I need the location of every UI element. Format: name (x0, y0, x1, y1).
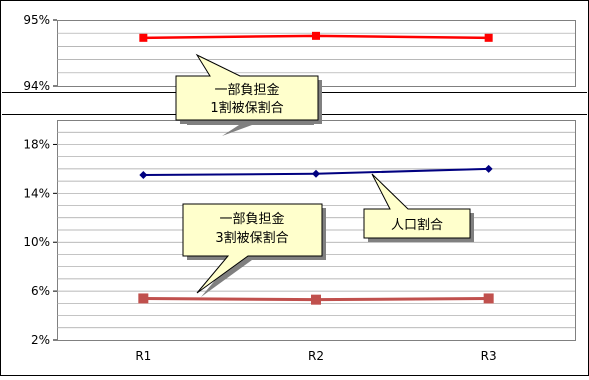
data-point-3wari (483, 293, 494, 304)
callout-3wari-line1: 一部負担金 (219, 211, 284, 227)
callout-3wari: 一部負担金 3割被保割合 (182, 203, 326, 297)
y-tick-label: 10% (23, 235, 50, 249)
top-series (139, 31, 493, 42)
y-tick-label: 2% (31, 333, 50, 347)
callout-population-label: 人口割合 (391, 217, 443, 233)
bottom-y-ticks: 18% 14% 10% 6% 2% (23, 137, 57, 347)
y-tick-label: 94% (23, 79, 50, 93)
data-point-population (312, 169, 320, 178)
callout-1wari-line1: 一部負担金 (214, 82, 279, 98)
data-point-1wari (312, 31, 320, 40)
top-y-ticks: 95% 94% (23, 13, 57, 93)
callout-population-box (363, 173, 471, 239)
data-point-3wari (311, 294, 321, 305)
data-point-population (139, 171, 148, 179)
data-point-1wari (139, 33, 148, 42)
callout-3wari-box (182, 203, 323, 294)
callout-1wari-box (175, 53, 319, 121)
y-tick-label: 95% (23, 13, 50, 27)
callout-3wari-line2: 3割被保割合 (215, 230, 288, 246)
data-point-population (484, 164, 493, 173)
y-tick-label: 6% (31, 284, 50, 298)
x-ticks: R1 R2 R3 (135, 349, 496, 363)
y-tick-label: 18% (23, 137, 50, 151)
x-tick-label: R1 (135, 349, 151, 363)
callout-1wari-line2: 1割被保割合 (210, 100, 283, 116)
callout-1wari: 一部負担金 1割被保割合 (175, 53, 322, 136)
data-point-3wari (138, 293, 149, 304)
bottom-series (138, 164, 494, 305)
y-tick-label: 14% (23, 186, 50, 200)
data-point-1wari (484, 33, 493, 42)
x-tick-label: R3 (481, 349, 497, 363)
callout-population: 人口割合 (363, 173, 474, 242)
x-tick-label: R2 (308, 349, 324, 363)
